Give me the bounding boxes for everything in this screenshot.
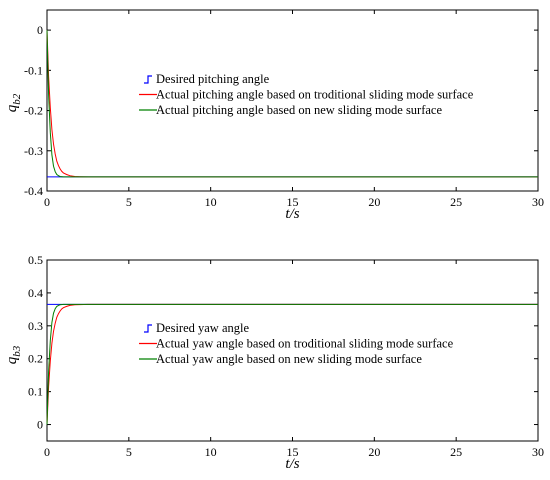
x-tick-label: 0: [44, 195, 50, 209]
y-tick-label: 0.4: [28, 286, 43, 300]
y-axis-label-sub: b2: [11, 93, 23, 105]
y-axis-label: qb2: [4, 93, 23, 112]
y-axis-label: qb3: [4, 345, 23, 364]
x-tick-label: 15: [287, 195, 299, 209]
plot-frame: [46, 259, 539, 442]
y-tick-label: -0.4: [24, 184, 43, 198]
chart-panel-2: 0 5 10 15 20 25 30 0 0.1 0.2 0.3 0.4 0.5 t/s qb3 Desire…: [4, 253, 544, 472]
y-tick-label: 0.1: [28, 385, 43, 399]
legend-label-3: Actual pitching angle based on new slidi…: [156, 103, 442, 117]
plot-frame: [46, 9, 539, 192]
y-tick-label: 0.5: [28, 253, 43, 267]
legend: Desired pitching angle Actual pitching an…: [139, 72, 474, 117]
x-tick-label: 5: [126, 445, 132, 459]
x-tick-label: 25: [450, 445, 462, 459]
x-tick-label: 0: [44, 445, 50, 459]
x-tick-label: 30: [532, 195, 544, 209]
legend-label-1: Desired pitching angle: [156, 72, 270, 86]
legend-label-2: Actual yaw angle based on troditional sl…: [156, 337, 454, 351]
x-tick-label: 10: [205, 195, 217, 209]
x-tick-label: 15: [287, 445, 299, 459]
x-axis-label: t/s: [285, 206, 299, 222]
legend-label-3: Actual yaw angle based on new sliding mo…: [156, 352, 422, 366]
x-tick-label: 20: [368, 195, 380, 209]
y-tick-label: -0.3: [24, 144, 43, 158]
y-tick-label: -0.1: [24, 63, 43, 77]
series-line-3: [46, 30, 538, 178]
x-tick-label: 5: [126, 195, 132, 209]
y-tick-label: 0.3: [28, 319, 43, 333]
legend-swatch-desired: [144, 324, 152, 333]
legend-label-1: Desired yaw angle: [156, 321, 249, 335]
y-axis-label-sub: b3: [11, 345, 23, 357]
y-tick-label: 0: [37, 418, 43, 432]
chart-panel-1: 0 5 10 15 20 25 30 -0.4 -0.3 -0.2 -0.1 0 t/s qb2 Desir…: [4, 9, 544, 222]
series-line-3: [46, 303, 538, 425]
y-tick-label: 0: [37, 23, 43, 37]
x-axis-label: t/s: [285, 456, 299, 472]
x-tick-label: 25: [450, 195, 462, 209]
x-tick-label: 10: [205, 445, 217, 459]
x-tick-label: 30: [532, 445, 544, 459]
y-tick-label: -0.2: [24, 104, 43, 118]
legend-label-2: Actual pitching angle based on trodition…: [156, 88, 474, 102]
legend-swatch-desired: [144, 75, 152, 84]
y-axis-label-main: q: [4, 104, 20, 112]
legend: Desired yaw angle Actual yaw angle based …: [139, 321, 454, 366]
x-tick-label: 20: [368, 445, 380, 459]
y-axis-label-main: q: [4, 356, 20, 364]
y-tick-label: 0.2: [28, 352, 43, 366]
